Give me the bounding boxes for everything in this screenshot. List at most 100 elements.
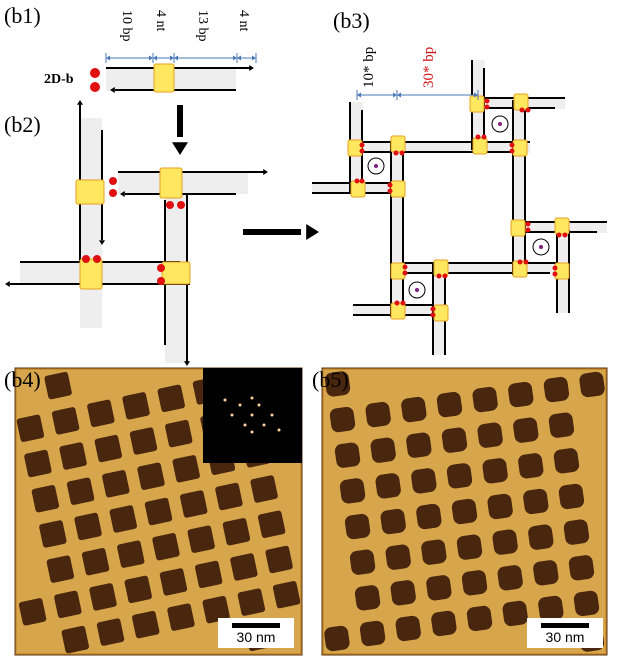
sticky-end-dot (82, 255, 90, 263)
afm-cavity (187, 525, 215, 553)
dimension-label: 13 bp (195, 10, 210, 42)
sticky-end-dot (93, 255, 101, 263)
crossover-junction (554, 217, 570, 235)
dimension-label: 10 bp (119, 10, 134, 42)
afm-cavity (375, 473, 401, 499)
crossover-junction (390, 135, 406, 153)
afm-cavity (487, 493, 513, 520)
arrow-head-icon (184, 361, 190, 366)
sticky-end-dot (177, 201, 185, 209)
dimension-label: 4 nt (153, 10, 168, 32)
rotation-axis-icon (532, 238, 550, 256)
afm-cavity (39, 520, 67, 548)
helix-band (390, 142, 404, 317)
afm-cavity (222, 518, 251, 546)
afm-cavity (497, 565, 523, 591)
afm-cavity (477, 422, 503, 448)
afm-cavity (334, 442, 361, 468)
afm-cavity (390, 580, 416, 606)
arrow-head-icon (174, 55, 178, 61)
afm-cavity (61, 625, 89, 654)
afm-cavity (157, 384, 185, 413)
afm-cavity (456, 534, 483, 560)
afm-cavity (573, 590, 600, 617)
dimension-label: 4 nt (236, 10, 251, 32)
crossover-junction (513, 93, 529, 111)
afm-cavity (401, 396, 427, 423)
sticky-end-dot (359, 178, 365, 184)
sticky-end-dot (400, 300, 406, 306)
afm-cavity (359, 620, 386, 647)
afm-cavity (272, 581, 301, 609)
sticky-end-dot (562, 232, 568, 238)
sticky-end-dot (359, 142, 365, 148)
crossover-junction (433, 304, 449, 322)
afm-cavity (431, 610, 457, 637)
afm-cavity (51, 407, 80, 435)
afm-cavity (349, 549, 376, 575)
sticky-end-dot (525, 107, 531, 113)
arrow-head-icon (306, 224, 319, 240)
sticky-end-dot (387, 182, 393, 188)
afm-frame (14, 367, 303, 656)
afm-cavity (518, 453, 544, 479)
crossover-junction (350, 180, 366, 198)
afm-cavity (202, 595, 230, 624)
crossover-junction (554, 262, 570, 280)
crossover-junction (390, 262, 406, 280)
afm-cavity (466, 605, 493, 632)
arrow-head-icon (99, 240, 105, 245)
arrow-head-icon (357, 92, 361, 98)
afm-cavity (324, 625, 350, 652)
sticky-end-dot (552, 265, 558, 271)
afm-cavity (59, 442, 87, 470)
sticky-end-dot (556, 232, 562, 238)
scale-bar-b5: 30 nm (527, 618, 603, 648)
afm-cavity (122, 392, 150, 420)
afm-cavity (180, 490, 208, 518)
sticky-end-dot (393, 150, 399, 156)
sticky-end-dot (109, 177, 117, 185)
process-arrow-icon (243, 229, 301, 235)
afm-cavity (426, 575, 452, 601)
afm-cavity (513, 417, 539, 443)
sticky-end-dot (525, 221, 531, 227)
afm-cavity (324, 371, 351, 397)
scale-bar-label: 30 nm (236, 629, 276, 645)
afm-cavity (533, 560, 559, 586)
sticky-end-dot (359, 148, 365, 154)
sticky-end-dot (90, 68, 100, 78)
crossover-junction (159, 167, 183, 199)
panel-label-b5: (b5) (312, 367, 349, 392)
afm-cavity (265, 545, 293, 574)
crossover-junction (512, 139, 528, 157)
arrow-head-icon (397, 92, 401, 98)
afm-cavity (472, 386, 498, 413)
sticky-end-dot (387, 188, 393, 194)
fft-spot (238, 403, 242, 407)
afm-cavity (89, 583, 117, 611)
rotation-axis-dot (498, 122, 502, 126)
arrow-head-icon (77, 100, 83, 105)
afm-cavity (548, 412, 575, 438)
helix-band (118, 172, 248, 194)
sticky-end-dot (525, 227, 531, 233)
fft-spot (257, 403, 261, 407)
afm-cavity (421, 539, 447, 565)
sticky-end-dot (430, 306, 436, 312)
arrow-head-icon (170, 55, 174, 61)
afm-cavity (339, 478, 366, 504)
sticky-end-dot (484, 104, 490, 110)
arrow-head-icon (263, 169, 268, 175)
sticky-end-dot (509, 148, 515, 154)
rotation-axis-icon (408, 281, 426, 299)
crossover-junction (161, 261, 191, 285)
afm-cavity (109, 505, 137, 533)
arrow-head-icon (249, 65, 254, 71)
scale-bar-b4: 30 nm (218, 618, 294, 648)
fft-spot (270, 413, 274, 417)
afm-frame (321, 367, 608, 656)
fft-spot (250, 430, 254, 434)
afm-cavity (152, 533, 180, 561)
